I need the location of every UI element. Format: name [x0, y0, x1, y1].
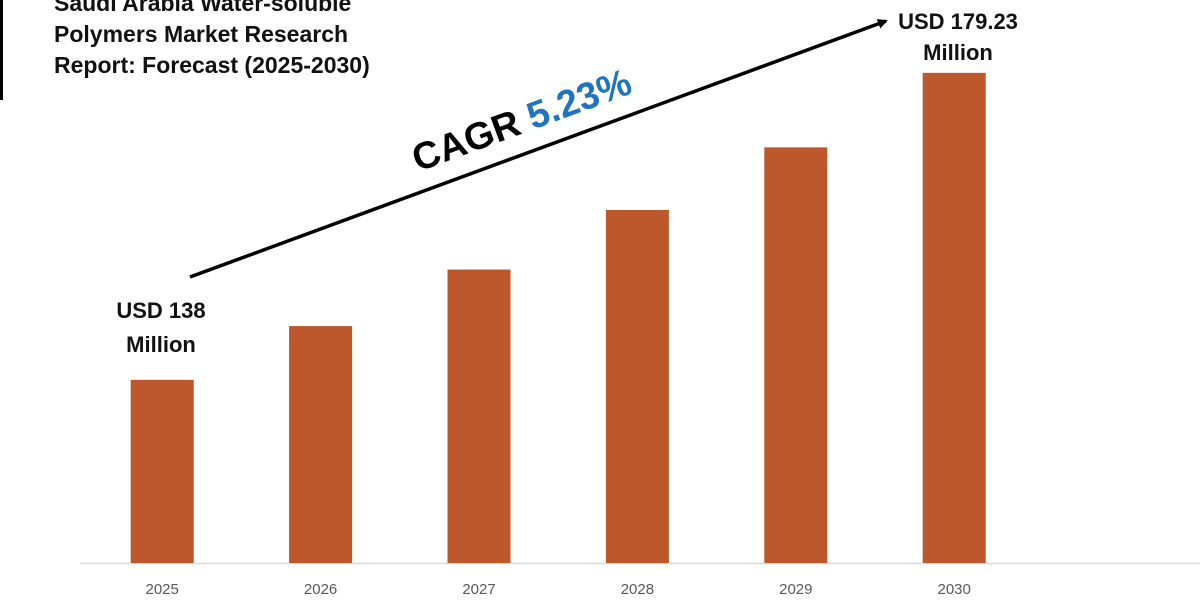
x-tick-label: 2026: [304, 581, 337, 598]
left-border: [0, 0, 3, 100]
end-label-line1: USD 179.23: [898, 9, 1018, 34]
cagr-prefix: CAGR: [407, 99, 536, 181]
cagr-label: CAGR 5.23%: [407, 62, 638, 181]
chart-title: Saudi Arabia Water-soluble Polymers Mark…: [54, 0, 370, 78]
x-tick-label: 2029: [779, 581, 812, 598]
x-tick-label: 2027: [462, 581, 495, 598]
bar-2030: [922, 72, 986, 563]
x-tick-label: 2030: [938, 581, 971, 598]
bar-2025: [130, 379, 194, 563]
x-tick-label: 2025: [146, 581, 179, 598]
end-label-line2: Million: [923, 40, 993, 65]
growth-arrow: [189, 19, 888, 279]
bar-2029: [764, 147, 828, 564]
x-tick-label: 2028: [621, 581, 654, 598]
bar-2026: [289, 326, 353, 563]
bar-2027: [447, 269, 511, 563]
bar-2028: [605, 209, 669, 563]
start-label-line1: USD 138: [116, 298, 205, 323]
cagr-value: 5.23%: [522, 62, 638, 139]
start-label-line2: Million: [126, 332, 196, 357]
